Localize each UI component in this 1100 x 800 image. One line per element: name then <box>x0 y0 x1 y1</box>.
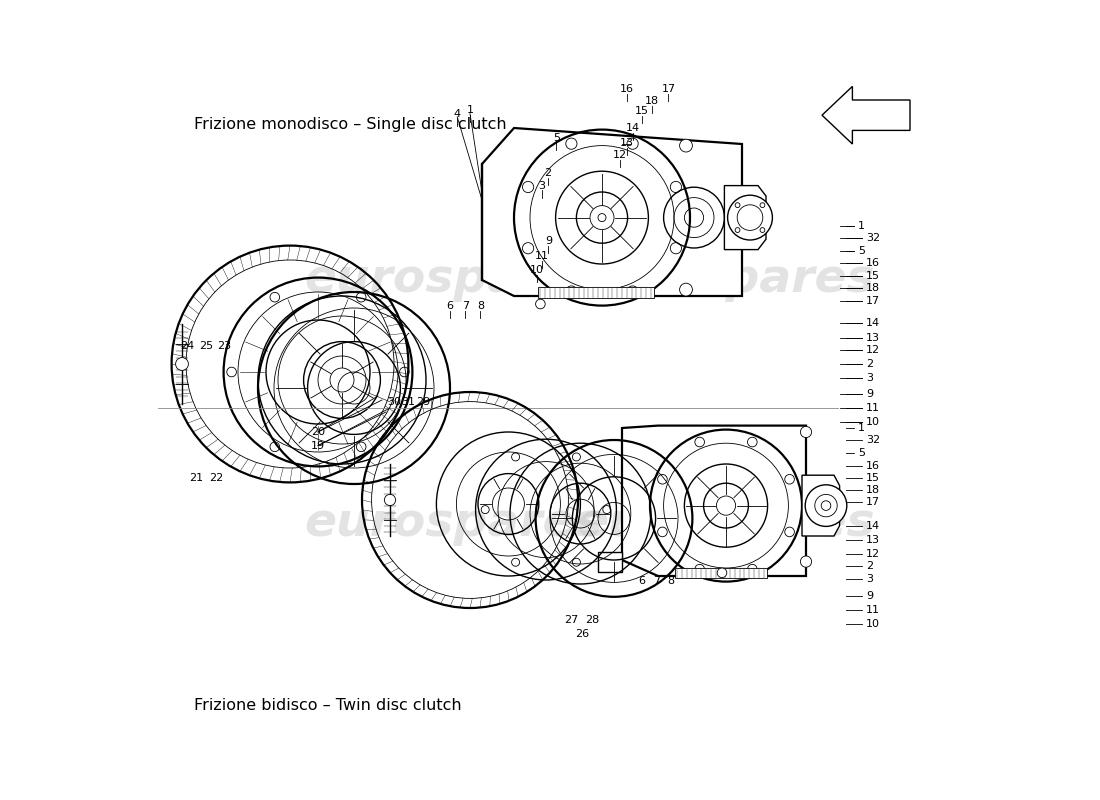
Text: 12: 12 <box>866 549 880 558</box>
Text: 17: 17 <box>866 296 880 306</box>
Circle shape <box>680 283 692 296</box>
Text: 18: 18 <box>866 486 880 495</box>
Text: 12: 12 <box>613 150 627 160</box>
Text: 6: 6 <box>638 576 646 586</box>
Text: 6: 6 <box>447 302 453 311</box>
Text: 28: 28 <box>585 615 600 625</box>
Circle shape <box>717 568 727 578</box>
Circle shape <box>801 556 812 567</box>
Text: 15: 15 <box>866 473 880 482</box>
Circle shape <box>760 228 764 233</box>
Text: 15: 15 <box>866 271 880 281</box>
Circle shape <box>735 202 740 207</box>
Text: 2: 2 <box>866 359 873 369</box>
Text: 9: 9 <box>544 236 552 246</box>
Text: 21: 21 <box>189 473 204 482</box>
Text: 3: 3 <box>866 373 873 382</box>
Text: 29: 29 <box>416 398 430 407</box>
Text: Frizione monodisco – Single disc clutch: Frizione monodisco – Single disc clutch <box>194 117 507 131</box>
Text: 13: 13 <box>866 535 880 545</box>
Polygon shape <box>482 128 742 296</box>
Text: 2: 2 <box>866 562 873 571</box>
Text: 15: 15 <box>635 106 649 116</box>
Text: 27: 27 <box>564 615 579 625</box>
Circle shape <box>384 494 396 506</box>
Text: 11: 11 <box>535 251 549 261</box>
Text: 25: 25 <box>199 341 213 350</box>
Circle shape <box>760 202 764 207</box>
Text: 1: 1 <box>858 423 865 433</box>
Text: 24: 24 <box>180 341 195 350</box>
Text: 12: 12 <box>866 346 880 355</box>
Text: 5: 5 <box>858 448 865 458</box>
Circle shape <box>727 195 772 240</box>
Text: eurospares: eurospares <box>305 502 603 546</box>
Polygon shape <box>822 86 910 144</box>
Text: 16: 16 <box>619 84 634 94</box>
Circle shape <box>598 214 606 222</box>
Text: 9: 9 <box>866 591 873 601</box>
Text: eurospares: eurospares <box>576 258 876 302</box>
Text: 18: 18 <box>866 283 880 293</box>
Polygon shape <box>725 186 766 250</box>
Text: 9: 9 <box>866 389 873 398</box>
Text: 7: 7 <box>652 576 660 586</box>
Text: 13: 13 <box>866 333 880 342</box>
Text: 13: 13 <box>619 138 634 148</box>
Text: 2: 2 <box>544 168 551 178</box>
Text: 31: 31 <box>402 398 416 407</box>
Text: 8: 8 <box>476 302 484 311</box>
Text: 10: 10 <box>530 266 544 275</box>
Text: 11: 11 <box>866 403 880 413</box>
Text: 5: 5 <box>553 133 560 142</box>
Text: 30: 30 <box>387 398 402 407</box>
Text: 7: 7 <box>462 302 469 311</box>
Circle shape <box>822 501 830 510</box>
Text: 18: 18 <box>645 96 659 106</box>
Bar <box>538 287 654 298</box>
Text: 14: 14 <box>866 522 880 531</box>
Text: 19: 19 <box>311 441 326 450</box>
Text: 32: 32 <box>866 435 880 445</box>
Text: 8: 8 <box>668 576 674 586</box>
Text: 11: 11 <box>866 605 880 614</box>
Circle shape <box>801 426 812 438</box>
Polygon shape <box>802 475 839 536</box>
Circle shape <box>735 228 740 233</box>
Text: 16: 16 <box>866 461 880 470</box>
Text: 22: 22 <box>209 473 223 482</box>
Text: 17: 17 <box>661 84 675 94</box>
Text: 14: 14 <box>866 318 880 328</box>
Text: Frizione bidisco – Twin disc clutch: Frizione bidisco – Twin disc clutch <box>194 698 462 713</box>
Polygon shape <box>621 426 806 576</box>
Circle shape <box>536 299 546 309</box>
Text: 23: 23 <box>218 341 231 350</box>
Bar <box>674 568 767 578</box>
Text: 16: 16 <box>866 258 880 268</box>
Polygon shape <box>598 552 622 572</box>
Text: 20: 20 <box>311 427 326 437</box>
Text: 10: 10 <box>866 418 880 427</box>
Text: 3: 3 <box>539 181 546 190</box>
Circle shape <box>680 139 692 152</box>
Circle shape <box>805 485 847 526</box>
Text: 1: 1 <box>466 106 473 115</box>
Text: 32: 32 <box>866 234 880 243</box>
Text: eurospares: eurospares <box>576 502 876 546</box>
Text: 26: 26 <box>575 629 590 638</box>
Text: 1: 1 <box>858 221 865 230</box>
Text: eurospares: eurospares <box>305 258 603 302</box>
Text: 17: 17 <box>866 498 880 507</box>
Circle shape <box>176 358 188 370</box>
Text: 4: 4 <box>453 109 461 118</box>
Text: 5: 5 <box>858 246 865 256</box>
Text: 10: 10 <box>866 619 880 629</box>
Text: 3: 3 <box>866 574 873 584</box>
Text: 14: 14 <box>626 123 640 133</box>
